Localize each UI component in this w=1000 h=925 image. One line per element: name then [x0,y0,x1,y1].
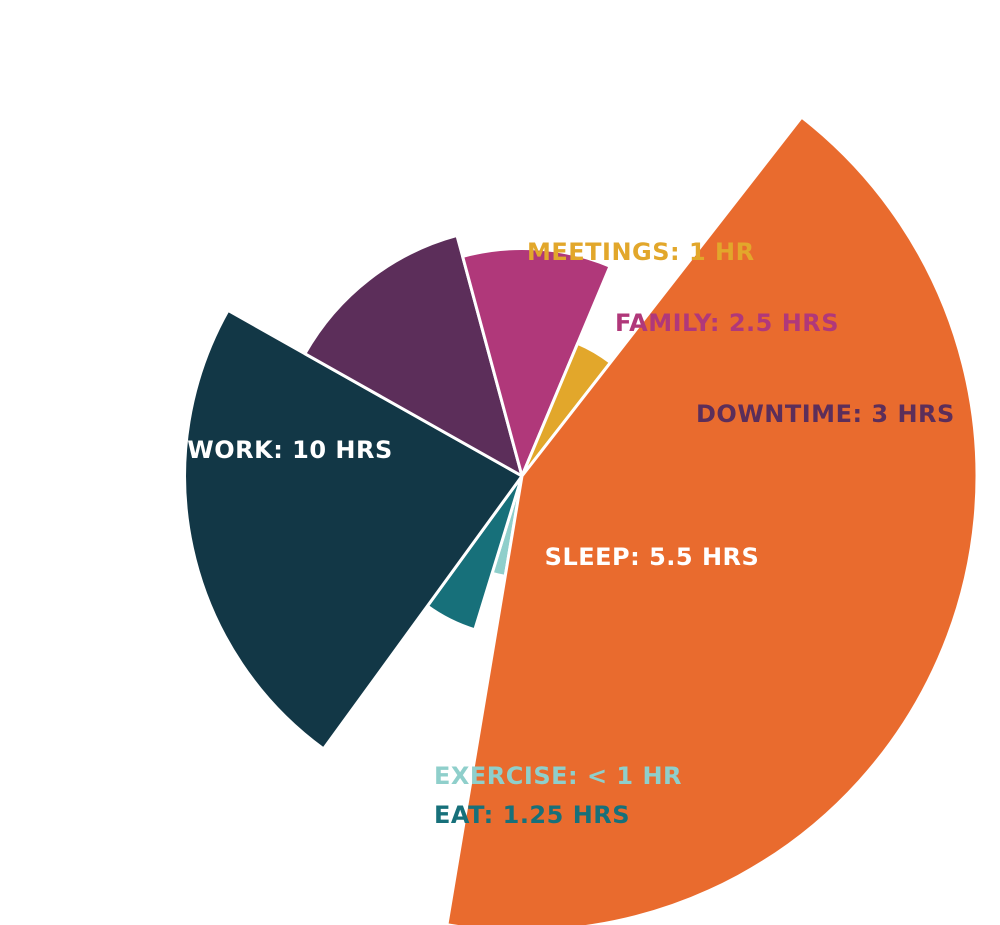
slice-downtime [303,233,524,478]
label-downtime: DOWNTIME: 3 HRS [696,400,955,428]
label-eat: EAT: 1.25 HRS [434,801,630,829]
label-meetings: MEETINGS: 1 HR [527,238,755,266]
slice-sleep [183,308,524,751]
label-sleep: SLEEP: 5.5 HRS [545,543,760,571]
slice-work [445,115,979,925]
slices-layer [183,115,979,925]
labels-layer: WORK: 10 HRS MEETINGS: 1 HR FAMILY: 2.5 … [187,238,955,829]
label-exercise: EXERCISE: < 1 HR [434,762,682,790]
slice-family [461,247,612,478]
label-work: WORK: 10 HRS [187,436,393,464]
label-family: FAMILY: 2.5 HRS [615,309,839,337]
